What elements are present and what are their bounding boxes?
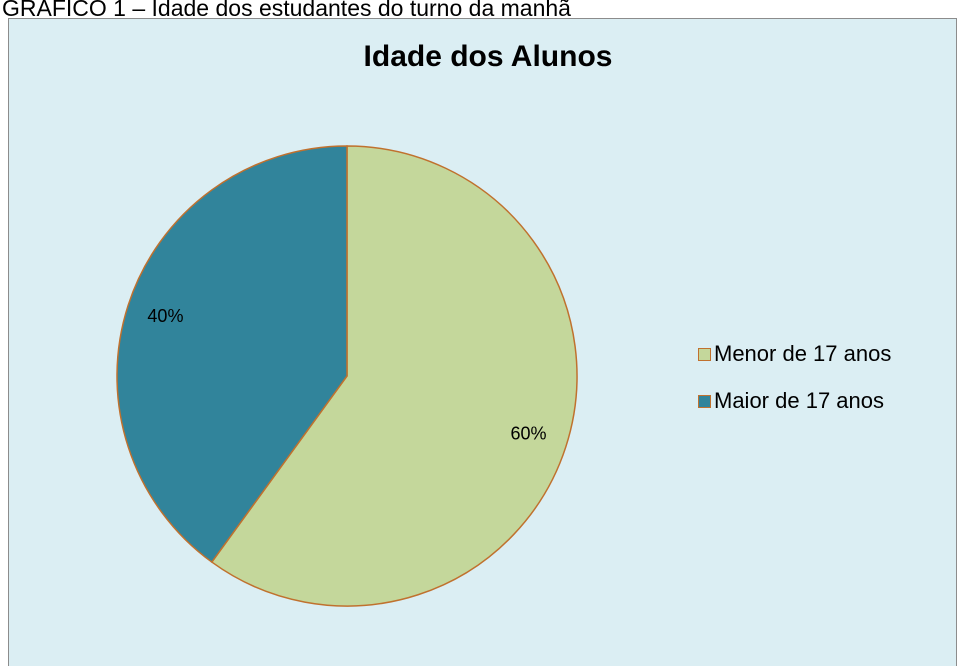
pie-slice	[116, 145, 348, 564]
data-label: 40%	[147, 306, 183, 326]
data-label: 60%	[511, 424, 547, 444]
chart-title: Idade dos Alunos	[364, 40, 613, 73]
pie-slice	[210, 145, 578, 607]
legend-swatch	[698, 348, 711, 361]
legend-label: Menor de 17 anos	[714, 341, 891, 366]
legend-swatch	[698, 395, 711, 408]
legend-label: Maior de 17 anos	[714, 388, 884, 413]
caption: GRÁFICO 1 – Idade dos estudantes do turn…	[2, 0, 571, 21]
